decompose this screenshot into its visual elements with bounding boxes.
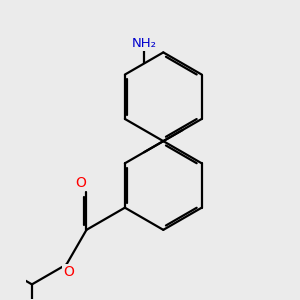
Text: O: O <box>76 176 87 190</box>
Text: O: O <box>63 266 74 279</box>
Text: NH₂: NH₂ <box>132 37 157 50</box>
